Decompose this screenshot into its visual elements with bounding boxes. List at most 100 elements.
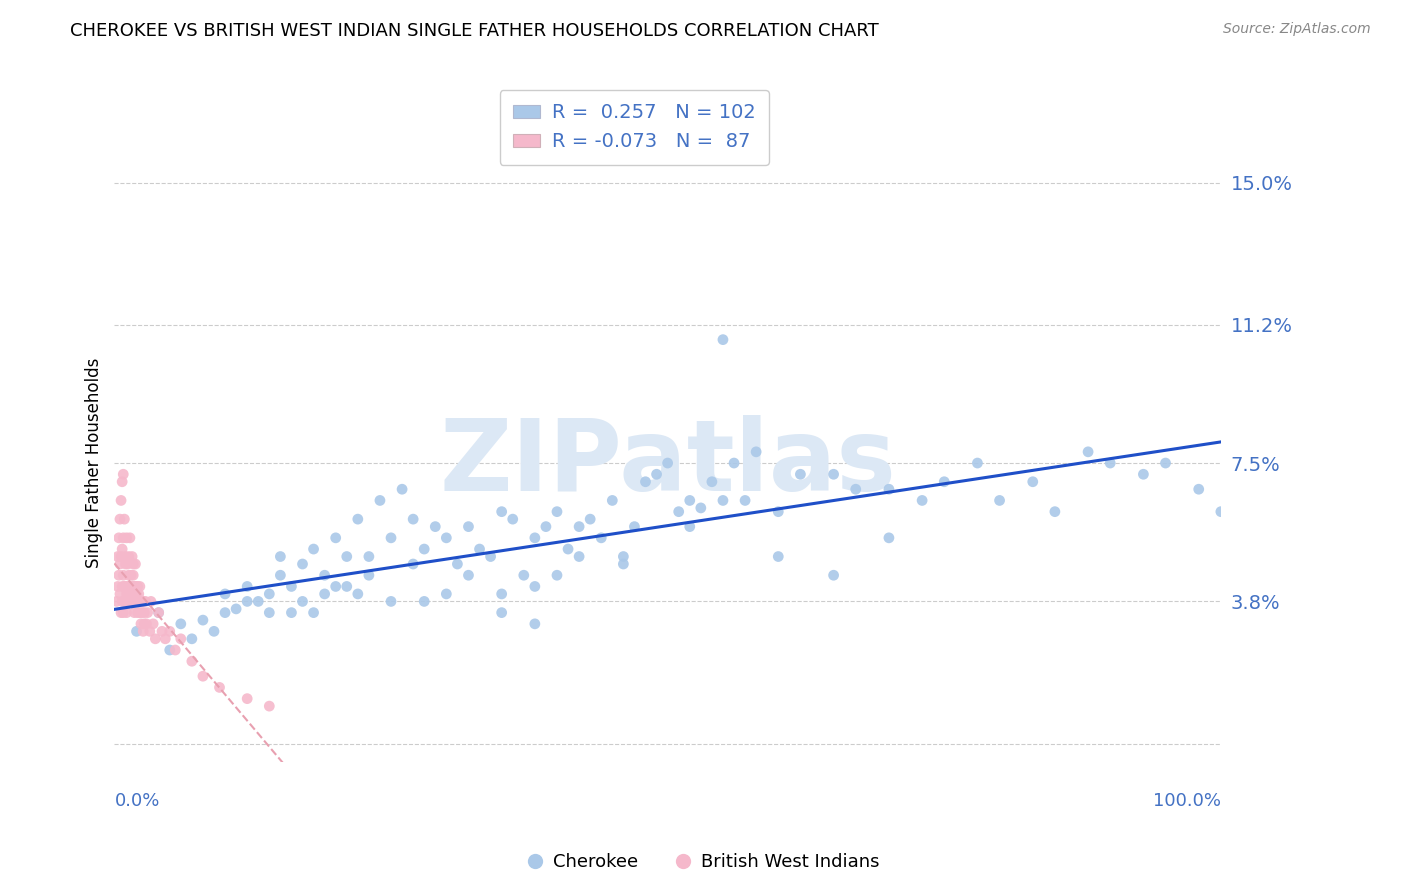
Point (125, 587, 148, 601)
Point (546, 505, 568, 519)
Point (134, 594, 156, 608)
Point (112, 568, 135, 582)
Point (112, 512, 135, 526)
Point (679, 519, 702, 533)
Point (117, 594, 139, 608)
Point (723, 456, 745, 470)
Text: Source: ZipAtlas.com: Source: ZipAtlas.com (1223, 22, 1371, 37)
Point (118, 579, 141, 593)
Point (129, 616, 152, 631)
Point (132, 624, 155, 639)
Point (1132, 467, 1154, 482)
Point (107, 579, 129, 593)
Point (877, 482, 900, 496)
Point (845, 482, 868, 496)
Point (700, 475, 723, 489)
Point (259, 606, 281, 620)
Point (134, 606, 156, 620)
Point (118, 531, 141, 545)
Point (988, 493, 1011, 508)
Point (457, 568, 479, 582)
Point (127, 606, 149, 620)
Point (118, 568, 141, 582)
Point (259, 587, 281, 601)
Point (121, 587, 143, 601)
Point (132, 594, 155, 608)
Point (468, 542, 491, 557)
Point (745, 445, 768, 459)
Point (679, 493, 702, 508)
Point (513, 568, 536, 582)
Point (259, 699, 281, 714)
Point (108, 557, 131, 571)
Point (534, 519, 557, 533)
Point (579, 512, 602, 526)
Point (120, 579, 142, 593)
Point (523, 579, 546, 593)
Point (180, 654, 202, 668)
Point (1022, 475, 1045, 489)
Point (402, 557, 425, 571)
Point (125, 594, 148, 608)
Point (131, 606, 153, 620)
Point (291, 557, 314, 571)
Point (139, 594, 162, 608)
Point (112, 579, 135, 593)
Point (191, 613, 214, 627)
Point (128, 579, 150, 593)
Point (236, 579, 259, 593)
Point (391, 482, 413, 496)
Point (112, 531, 135, 545)
Point (523, 616, 546, 631)
Point (491, 505, 513, 519)
Point (208, 681, 231, 695)
Point (108, 568, 131, 582)
Point (280, 606, 302, 620)
Point (1099, 456, 1122, 470)
Point (269, 549, 291, 564)
Point (247, 594, 270, 608)
Point (127, 579, 149, 593)
Point (645, 467, 668, 482)
Point (118, 594, 141, 608)
Point (122, 568, 145, 582)
Point (413, 594, 436, 608)
Point (202, 624, 225, 639)
Point (225, 602, 247, 616)
Point (134, 616, 156, 631)
Point (380, 594, 402, 608)
Point (314, 568, 336, 582)
Point (634, 475, 657, 489)
Point (402, 512, 425, 526)
Point (357, 568, 380, 582)
Point (107, 549, 129, 564)
Point (124, 606, 146, 620)
Point (768, 549, 790, 564)
Point (711, 493, 734, 508)
Point (120, 568, 142, 582)
Point (121, 549, 143, 564)
Point (159, 643, 181, 657)
Point (502, 512, 524, 526)
Point (110, 549, 132, 564)
Point (125, 624, 148, 639)
Point (110, 606, 132, 620)
Point (143, 632, 166, 646)
Point (557, 542, 579, 557)
Point (111, 475, 134, 489)
Point (142, 616, 165, 631)
Point (110, 493, 132, 508)
Point (934, 475, 956, 489)
Point (689, 500, 711, 515)
Point (112, 467, 135, 482)
Point (108, 531, 131, 545)
Text: 0.0%: 0.0% (114, 792, 160, 810)
Point (118, 587, 141, 601)
Point (711, 333, 734, 347)
Point (368, 493, 391, 508)
Point (568, 519, 591, 533)
Point (668, 505, 690, 519)
Point (768, 505, 790, 519)
Text: 100.0%: 100.0% (1153, 792, 1220, 810)
Point (108, 587, 131, 601)
